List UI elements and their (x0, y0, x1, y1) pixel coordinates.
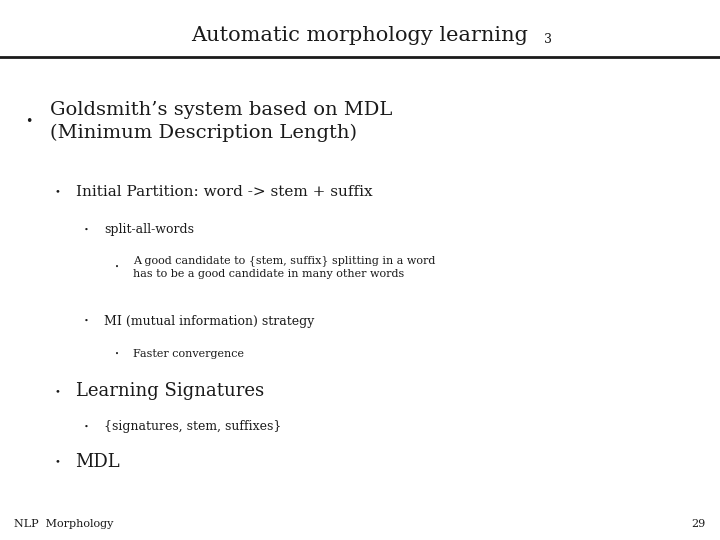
Text: •: • (55, 457, 60, 466)
Text: •: • (55, 187, 60, 196)
Text: {signatures, stem, suffixes}: {signatures, stem, suffixes} (104, 420, 282, 433)
Text: Automatic morphology learning: Automatic morphology learning (192, 25, 528, 45)
Text: A good candidate to {stem, suffix} splitting in a word
has to be a good candidat: A good candidate to {stem, suffix} split… (133, 255, 436, 279)
Text: •: • (84, 318, 89, 325)
Text: MI (mutual information) strategy: MI (mutual information) strategy (104, 315, 315, 328)
Text: 3: 3 (544, 33, 552, 46)
Text: •: • (55, 387, 60, 396)
Text: Faster convergence: Faster convergence (133, 349, 244, 359)
Text: 29: 29 (691, 519, 706, 529)
Text: Learning Signatures: Learning Signatures (76, 382, 264, 401)
Text: NLP  Morphology: NLP Morphology (14, 519, 114, 529)
Text: Goldsmith’s system based on MDL
(Minimum Description Length): Goldsmith’s system based on MDL (Minimum… (50, 101, 393, 142)
Text: •: • (25, 115, 32, 128)
Text: Initial Partition: word -> stem + suffix: Initial Partition: word -> stem + suffix (76, 185, 372, 199)
Text: •: • (115, 264, 120, 271)
Text: •: • (84, 226, 89, 233)
Text: •: • (115, 350, 120, 357)
Text: split-all-words: split-all-words (104, 223, 194, 236)
Text: •: • (84, 423, 89, 430)
Text: MDL: MDL (76, 453, 120, 471)
